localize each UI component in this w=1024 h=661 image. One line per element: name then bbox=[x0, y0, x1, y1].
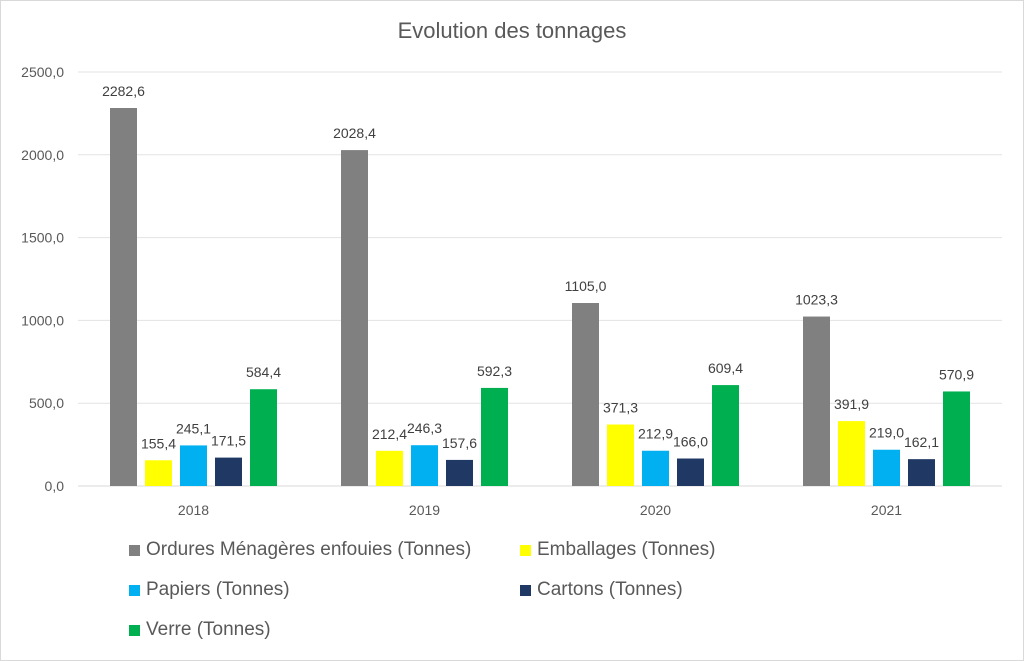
bar bbox=[180, 445, 207, 486]
bar bbox=[145, 460, 172, 486]
legend-label: Ordures Ménagères enfouies (Tonnes) bbox=[146, 539, 472, 560]
bar bbox=[215, 457, 242, 486]
legend-item: Cartons (Tonnes) bbox=[520, 579, 683, 601]
data-label: 219,0 bbox=[869, 425, 904, 441]
data-label: 1023,3 bbox=[795, 292, 838, 308]
legend-item: Papiers (Tonnes) bbox=[129, 579, 290, 601]
data-label: 584,4 bbox=[246, 364, 281, 380]
legend-swatch bbox=[520, 544, 531, 556]
y-tick-label: 1000,0 bbox=[21, 312, 64, 328]
data-label: 2282,6 bbox=[102, 83, 145, 99]
data-label: 592,3 bbox=[477, 363, 512, 379]
data-label: 212,9 bbox=[638, 426, 673, 442]
bar bbox=[873, 449, 900, 486]
bar bbox=[908, 459, 935, 486]
data-label: 371,3 bbox=[603, 400, 638, 416]
data-label: 157,6 bbox=[442, 435, 477, 451]
bar bbox=[943, 391, 970, 486]
data-label: 2028,4 bbox=[333, 125, 376, 141]
data-label: 1105,0 bbox=[565, 278, 607, 294]
legend-item: Emballages (Tonnes) bbox=[520, 539, 715, 561]
data-label: 166,0 bbox=[673, 434, 708, 450]
bar bbox=[677, 458, 704, 486]
legend-swatch bbox=[129, 624, 140, 636]
y-tick-label: 500,0 bbox=[29, 395, 64, 411]
legend-item: Ordures Ménagères enfouies (Tonnes) bbox=[129, 539, 471, 561]
x-tick-label: 2019 bbox=[409, 502, 440, 518]
legend-label: Emballages (Tonnes) bbox=[537, 539, 716, 560]
bar bbox=[376, 450, 403, 486]
x-tick-label: 2020 bbox=[640, 502, 671, 518]
legend-label: Papiers (Tonnes) bbox=[146, 579, 290, 600]
legend-swatch bbox=[129, 544, 140, 556]
y-tick-label: 0,0 bbox=[45, 478, 65, 494]
legend-swatch bbox=[520, 584, 531, 596]
data-label: 246,3 bbox=[407, 420, 442, 436]
legend-item: Verre (Tonnes) bbox=[129, 619, 271, 641]
bar bbox=[446, 459, 473, 486]
x-axis-ticks: 2018 2019 2020 2021 bbox=[178, 502, 902, 518]
y-tick-label: 2000,0 bbox=[21, 147, 64, 163]
x-tick-label: 2021 bbox=[871, 502, 902, 518]
bar bbox=[411, 445, 438, 486]
bar bbox=[712, 385, 739, 486]
bar bbox=[250, 389, 277, 486]
legend-swatch bbox=[129, 584, 140, 596]
y-tick-label: 1500,0 bbox=[21, 230, 64, 246]
bar bbox=[341, 150, 368, 486]
bar bbox=[838, 421, 865, 486]
data-label: 245,1 bbox=[176, 420, 211, 436]
bar bbox=[803, 316, 830, 486]
bar bbox=[642, 450, 669, 486]
data-label: 570,9 bbox=[939, 366, 974, 382]
data-label: 162,1 bbox=[904, 434, 939, 450]
legend-label: Cartons (Tonnes) bbox=[537, 579, 683, 600]
y-axis-ticks: 0,0 500,0 1000,0 1500,0 2000,0 2500,0 bbox=[21, 64, 64, 494]
data-label: 609,4 bbox=[708, 360, 743, 376]
data-label: 155,4 bbox=[141, 435, 176, 451]
bar bbox=[110, 108, 137, 487]
legend-label: Verre (Tonnes) bbox=[146, 619, 271, 640]
bars bbox=[110, 108, 970, 487]
x-tick-label: 2018 bbox=[178, 502, 209, 518]
y-tick-label: 2500,0 bbox=[21, 64, 64, 80]
gridlines bbox=[78, 71, 1002, 487]
data-label: 391,9 bbox=[834, 396, 869, 412]
data-label: 212,4 bbox=[372, 426, 407, 442]
data-label: 171,5 bbox=[211, 433, 246, 449]
bar bbox=[572, 303, 599, 486]
chart-title: Evolution des tonnages bbox=[397, 18, 627, 43]
bar bbox=[481, 387, 508, 486]
bar bbox=[607, 424, 634, 486]
